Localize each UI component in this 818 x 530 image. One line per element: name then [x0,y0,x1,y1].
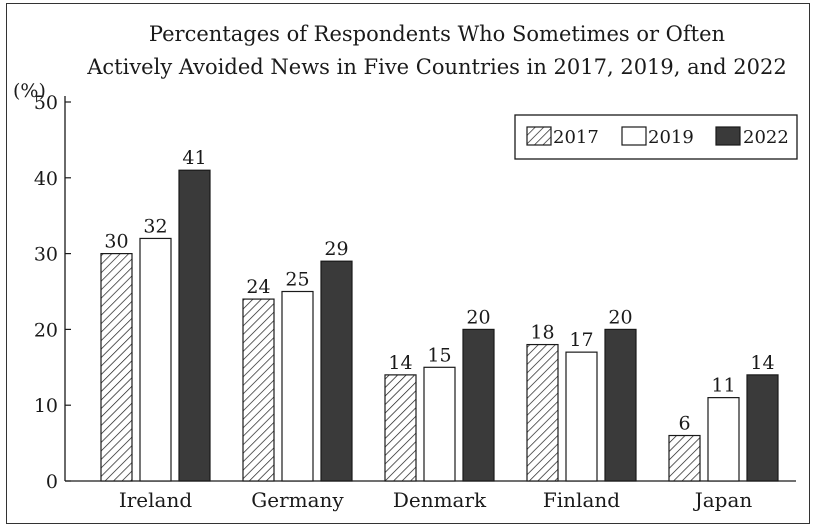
legend-label-2017: 2017 [553,127,599,148]
data-label-ireland-2022: 41 [182,147,206,169]
bar-ireland-2019 [139,237,172,482]
data-label-denmark-2017: 14 [388,352,412,374]
data-label-germany-2017: 24 [246,276,270,298]
bars-group: 30 32 41 24 25 29 14 15 20 18 17 20 6 11 14 [100,147,779,482]
category-label-ireland: Ireland [119,488,192,512]
bar-japan-2017 [668,434,701,482]
bar-finland-2019 [565,351,598,482]
category-label-finland: Finland [543,488,620,512]
y-tick-label: 40 [34,168,58,190]
bar-japan-2019 [707,397,740,482]
bar-germany-2022 [320,260,353,482]
bar-ireland-2022 [178,169,211,482]
bar-denmark-2019 [423,366,456,482]
y-tick-label: 50 [34,92,58,114]
y-tick-label: 0 [46,471,58,493]
data-label-ireland-2017: 30 [104,231,128,253]
legend-swatch-2017 [526,126,552,146]
legend-label-2022: 2022 [743,127,789,148]
bar-ireland-2017 [100,253,133,482]
y-tick-label: 10 [34,395,58,417]
y-tick-label: 30 [34,244,58,266]
category-label-japan: Japan [693,488,753,512]
legend-box [514,114,798,160]
data-label-ireland-2019: 32 [143,215,167,237]
data-label-finland-2019: 17 [569,329,593,351]
y-axis-unit-label: (%) [13,80,46,102]
data-label-finland-2017: 18 [530,322,554,344]
data-label-finland-2022: 20 [608,306,632,328]
data-label-denmark-2022: 20 [466,306,490,328]
bar-germany-2017 [242,298,275,482]
data-label-japan-2017: 6 [678,413,690,435]
legend-swatch-2019 [621,126,647,146]
bar-japan-2022 [746,374,779,482]
legend-label-2019: 2019 [648,127,694,148]
data-label-germany-2019: 25 [285,269,309,291]
y-axis: 0 10 20 30 40 50 [34,92,796,493]
category-labels: Ireland Germany Denmark Finland Japan [119,488,753,512]
legend: 2017 2019 2022 [514,114,798,160]
data-label-denmark-2019: 15 [427,344,451,366]
category-label-germany: Germany [251,488,344,512]
legend-swatch-2022 [715,126,741,146]
bar-denmark-2022 [462,328,495,482]
category-label-denmark: Denmark [393,488,487,512]
data-label-germany-2022: 29 [324,238,348,260]
y-tick-label: 20 [34,319,58,341]
bar-germany-2019 [281,290,314,482]
data-label-japan-2019: 11 [711,375,735,397]
data-label-japan-2022: 14 [750,352,774,374]
bar-finland-2017 [526,343,559,482]
chart-title-line2: Actively Avoided News in Five Countries … [86,55,787,79]
chart-title-line1: Percentages of Respondents Who Sometimes… [149,22,725,46]
bar-finland-2022 [604,328,637,482]
bar-denmark-2017 [384,374,417,482]
